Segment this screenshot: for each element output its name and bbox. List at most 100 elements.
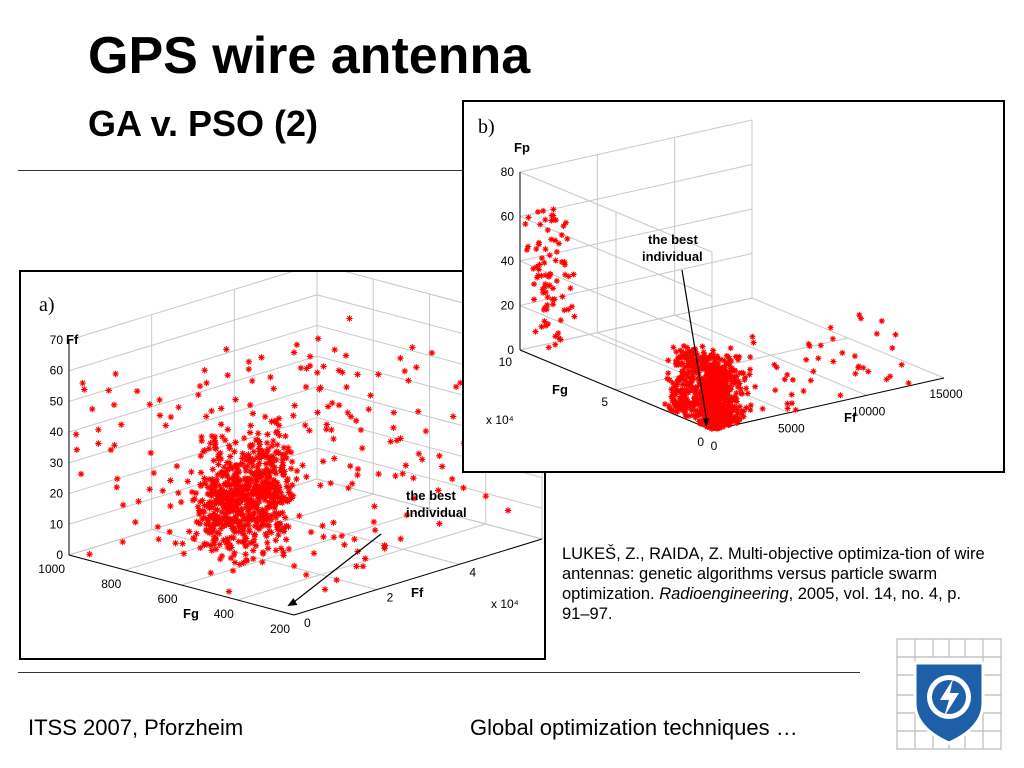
data-point-marker [215, 520, 223, 527]
x-tick-label: 600 [157, 592, 177, 606]
data-point-marker [713, 393, 720, 400]
data-point-marker [278, 499, 286, 507]
data-point-marker [712, 399, 719, 406]
data-point-marker [319, 522, 326, 530]
data-point-marker [728, 378, 735, 385]
data-point-marker [320, 363, 327, 370]
data-point-marker [95, 426, 102, 433]
data-point-marker [815, 355, 822, 362]
data-point-marker [731, 403, 738, 410]
data-point-marker [246, 517, 253, 524]
data-point-marker [197, 481, 204, 488]
data-point-marker [784, 400, 791, 407]
data-point-marker [693, 407, 700, 414]
data-point-marker [714, 363, 721, 370]
data-point-marker [543, 306, 550, 313]
z-axis-title: Fp [514, 140, 530, 155]
data-point-marker [338, 532, 346, 540]
data-point-marker [200, 514, 207, 522]
data-point-marker [203, 379, 210, 387]
y-axis-exponent: x 10⁴ [486, 413, 514, 427]
data-point-marker [232, 505, 239, 512]
data-point-marker [232, 513, 239, 521]
data-point-marker [725, 408, 732, 415]
data-point-marker [370, 518, 378, 526]
data-point-marker [727, 345, 734, 352]
data-point-marker [390, 424, 397, 431]
data-point-marker [287, 449, 295, 456]
data-point-marker [146, 401, 153, 408]
data-point-marker [810, 368, 817, 375]
data-point-marker [232, 396, 239, 403]
data-point-marker [201, 480, 209, 487]
data-point-marker [212, 546, 220, 553]
data-point-marker [210, 457, 217, 464]
data-point-marker [162, 422, 169, 429]
data-point-marker [677, 375, 684, 382]
data-point-marker [708, 364, 715, 371]
data-point-marker [686, 381, 693, 388]
data-point-marker [323, 421, 330, 428]
data-point-marker [310, 550, 318, 557]
data-point-marker [700, 375, 707, 382]
data-point-marker [248, 377, 256, 385]
data-point-marker [188, 488, 196, 496]
annotation-arrow [291, 533, 382, 605]
data-point-marker [410, 495, 418, 502]
data-point-marker [728, 372, 735, 379]
data-point-marker [110, 401, 118, 409]
data-point-marker [542, 281, 549, 288]
university-logo [893, 635, 1005, 753]
data-point-marker [264, 431, 271, 438]
data-point-marker [212, 497, 219, 504]
data-point-marker [279, 462, 287, 469]
data-point-marker [172, 539, 179, 547]
data-point-marker [285, 523, 292, 530]
data-point-marker [276, 520, 284, 527]
data-point-marker [231, 559, 239, 566]
data-point-marker [721, 357, 728, 364]
data-point-marker [223, 515, 231, 522]
data-point-marker [244, 508, 252, 515]
data-point-marker [253, 477, 260, 484]
data-point-marker [719, 406, 726, 413]
data-point-marker [365, 406, 372, 413]
data-point-marker [413, 364, 420, 371]
data-point-marker [260, 471, 267, 478]
data-point-marker [279, 451, 286, 459]
data-point-marker [539, 286, 546, 293]
data-point-marker [397, 435, 404, 442]
data-point-marker [673, 348, 680, 355]
data-point-marker [523, 246, 530, 253]
data-point-marker [537, 221, 544, 228]
data-point-marker [806, 343, 813, 350]
data-point-marker [215, 461, 222, 468]
data-point-marker [195, 507, 203, 514]
data-point-marker [371, 503, 378, 510]
data-point-marker [264, 545, 272, 552]
data-point-marker [699, 354, 706, 361]
data-point-marker [228, 544, 235, 551]
data-point-marker [873, 330, 880, 337]
data-point-marker [201, 475, 208, 482]
data-point-marker [410, 474, 417, 482]
data-point-marker [254, 523, 261, 531]
data-point-marker [230, 551, 238, 559]
data-point-marker [263, 439, 271, 447]
data-point-marker [208, 547, 215, 554]
data-point-marker [271, 417, 279, 425]
data-point-marker [224, 371, 231, 379]
data-point-marker [679, 386, 686, 393]
data-point-marker [568, 303, 575, 310]
data-point-marker [234, 466, 242, 473]
data-point-marker [354, 371, 361, 378]
data-point-marker [555, 330, 562, 337]
data-point-marker [746, 371, 753, 378]
data-point-marker [207, 542, 215, 549]
data-point-marker [241, 532, 248, 540]
data-point-marker [685, 353, 692, 360]
data-point-marker [414, 408, 422, 415]
data-point-marker [674, 399, 681, 406]
data-point-marker [199, 497, 206, 504]
data-point-marker [195, 519, 202, 526]
